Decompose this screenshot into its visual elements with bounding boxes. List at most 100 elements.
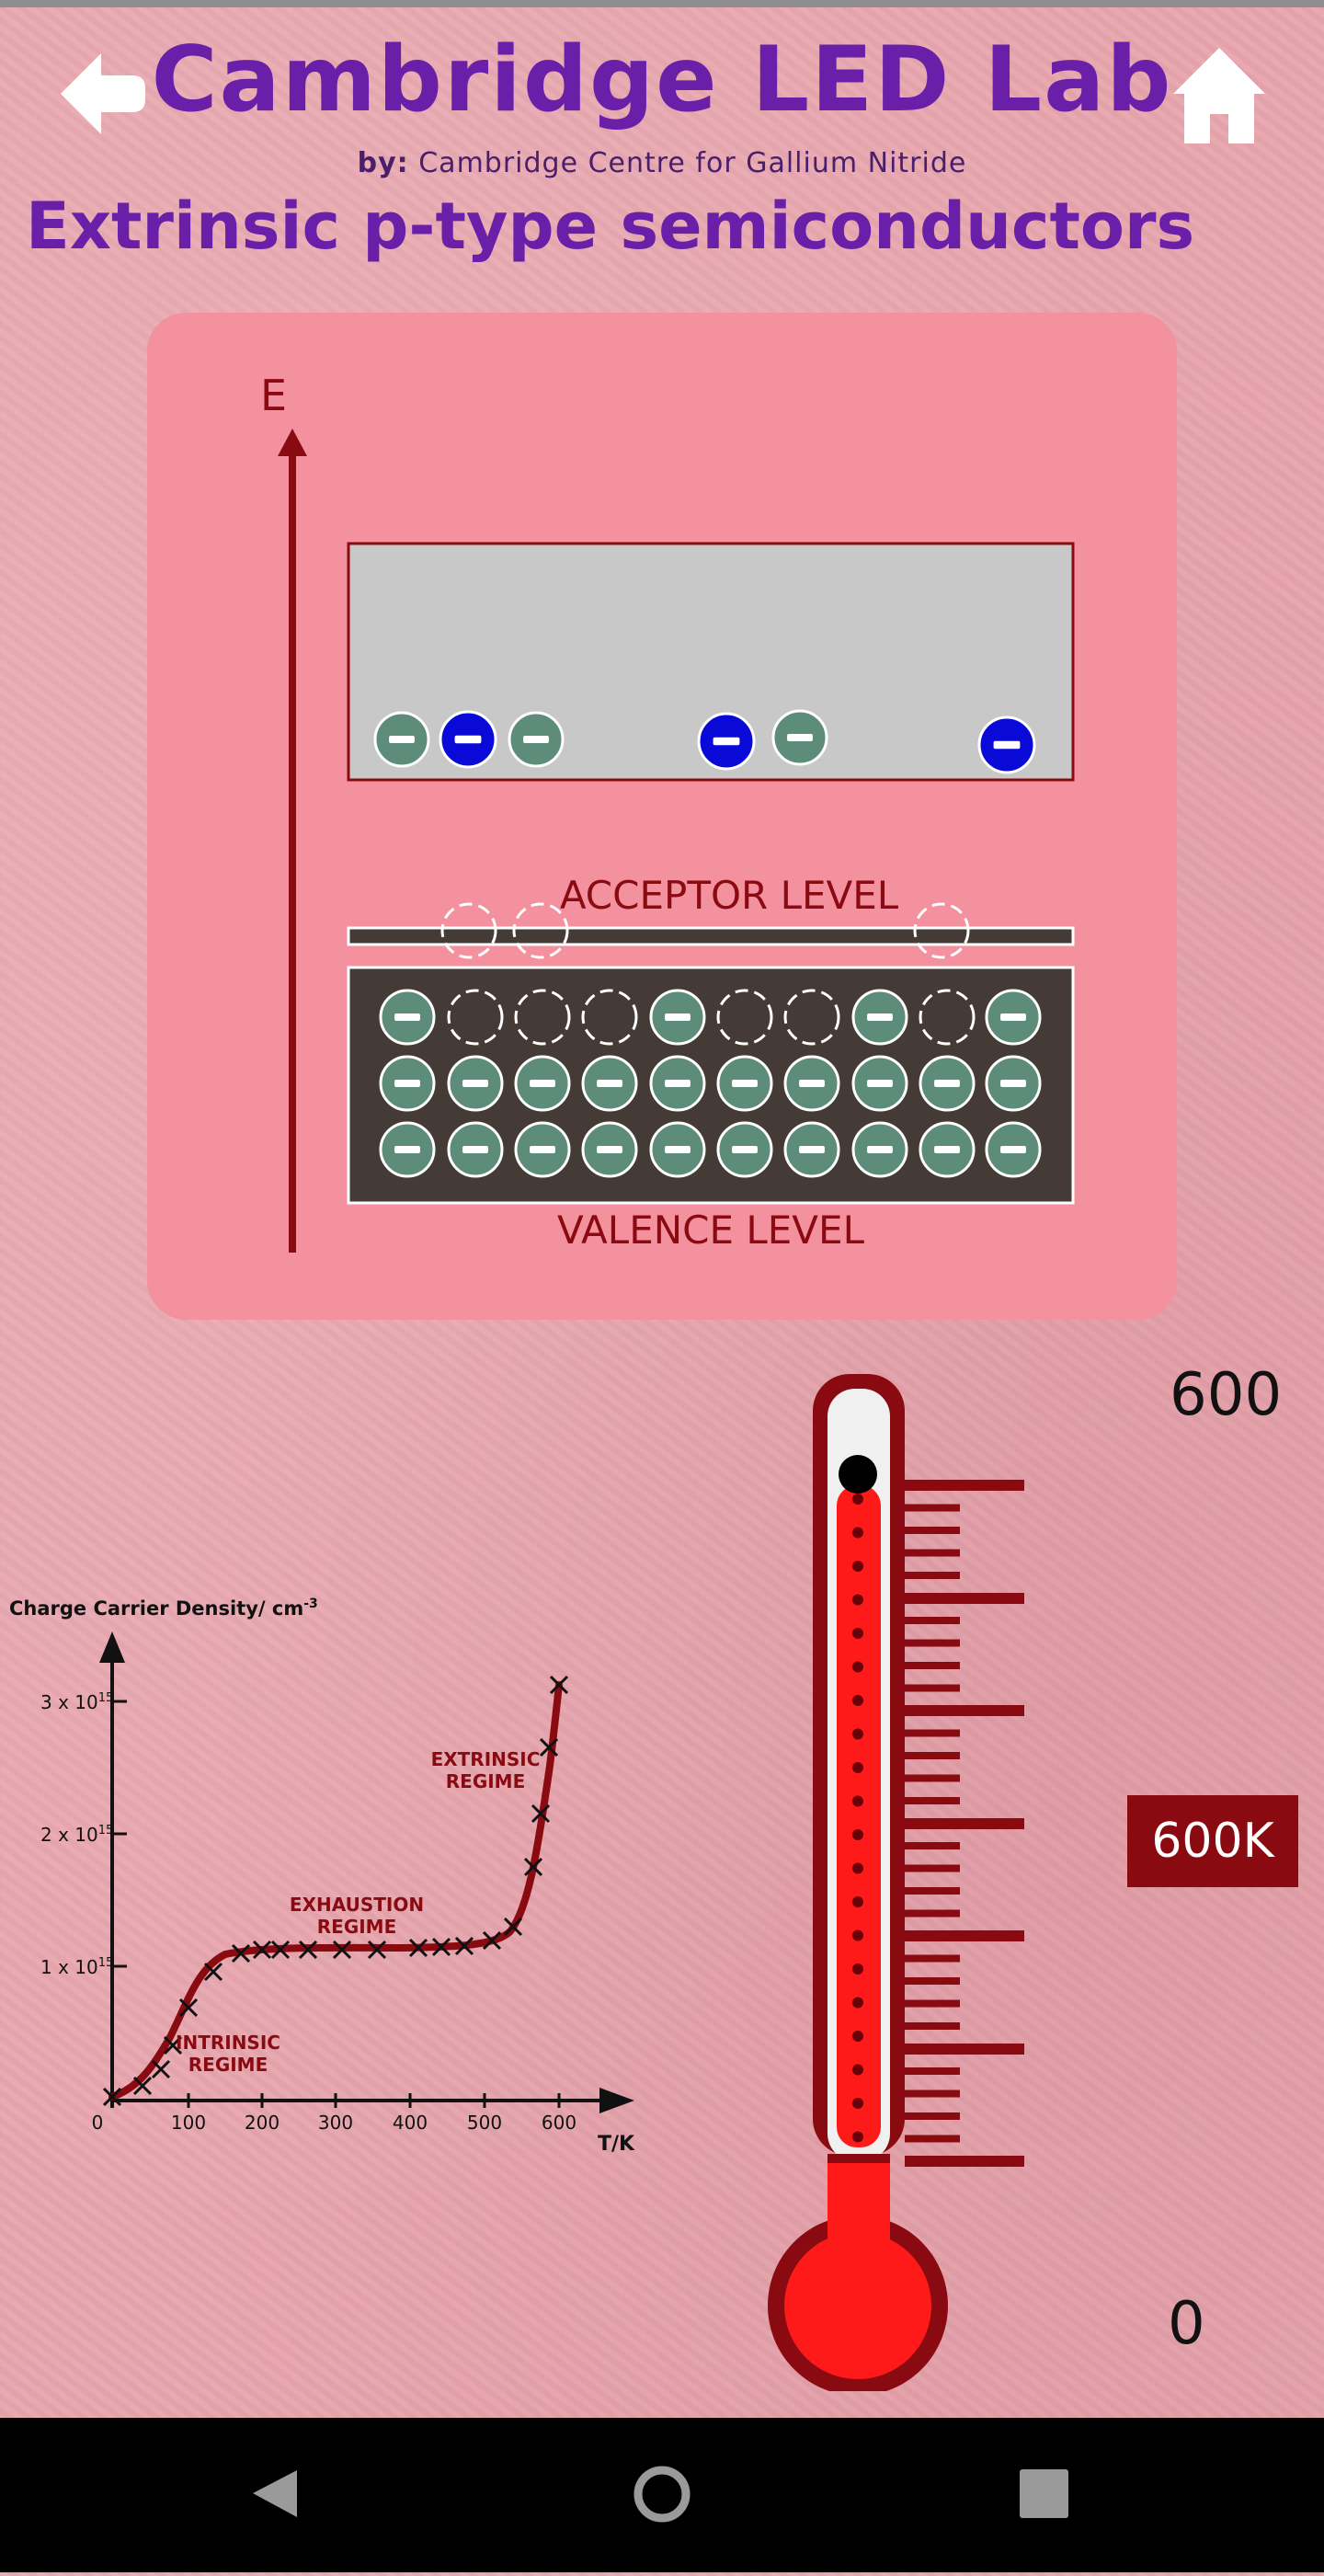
regime-label: INTRINSIC — [176, 2032, 280, 2054]
thermometer-minor-tick — [905, 1527, 960, 1534]
nav-recents-icon[interactable] — [1020, 2469, 1068, 2518]
thermometer-minor-tick — [905, 1549, 960, 1557]
thermometer-minor-tick — [905, 1572, 960, 1579]
graph-data-marker — [332, 1940, 352, 1960]
thermometer-minor-tick — [905, 1504, 960, 1512]
thermometer-dot — [852, 1594, 863, 1606]
thermometer-minor-tick — [905, 1864, 960, 1872]
thermometer-minor-tick — [905, 1977, 960, 1985]
graph-data-marker — [231, 1943, 251, 1963]
thermometer-minor-tick — [905, 1842, 960, 1849]
graph-data-marker — [178, 1998, 199, 2018]
regime-label: REGIME — [317, 1916, 396, 1938]
by-prefix: by: — [357, 147, 409, 179]
thermometer-neck — [828, 2161, 890, 2253]
thermometer-dot — [852, 1963, 863, 1975]
thermometer-minor-tick — [905, 1684, 960, 1692]
graph-data-marker — [203, 1962, 223, 1982]
thermometer-mercury — [837, 1485, 881, 2147]
carrier-density-curve — [108, 1681, 563, 2101]
thermometer-minor-tick — [905, 1729, 960, 1737]
band-diagram: E ACCEPTOR LEVEL VALENCE LEVEL — [260, 371, 1075, 1253]
thermometer-dot — [852, 1795, 863, 1807]
thermometer-dot — [852, 1561, 863, 1572]
carrier-density-graph: Charge Carrier Density/ cm-3 T/K 1 x 101… — [9, 1597, 635, 2156]
thermometer-dot — [852, 2098, 863, 2109]
valence-hole — [447, 989, 504, 1046]
regime-label: EXHAUSTION — [290, 1894, 424, 1916]
graph-y-label: Charge Carrier Density/ cm-3 — [9, 1597, 318, 1620]
nav-home-icon[interactable] — [633, 2466, 691, 2523]
thermometer-minor-tick — [905, 1909, 960, 1918]
conduction-electron — [373, 711, 430, 768]
graph-data-marker — [523, 1857, 543, 1877]
thermometer-minor-tick — [905, 1774, 960, 1782]
graph-data-marker — [151, 2059, 171, 2079]
free-electron — [697, 712, 756, 771]
subtitle-text: Cambridge Centre for Gallium Nitride — [418, 147, 967, 179]
graph-y-tick-label: 1 x 1015 — [40, 1956, 113, 1978]
valence-electron — [649, 1121, 706, 1178]
graph-x-tick-label: 500 — [467, 2112, 502, 2134]
graph-y-tick-label: 2 x 1015 — [40, 1824, 113, 1846]
valence-electron — [514, 1055, 571, 1112]
graph-data-marker — [549, 1675, 569, 1695]
thermometer-minor-tick — [905, 1954, 960, 1963]
valence-electron — [649, 1055, 706, 1112]
valence-electron — [581, 1055, 638, 1112]
graph-data-marker — [454, 1936, 474, 1956]
thermometer[interactable] — [754, 1361, 1048, 2391]
thermometer-minor-tick — [905, 1594, 960, 1602]
valence-electron — [716, 1055, 773, 1112]
thermometer-dot — [852, 2131, 863, 2143]
valence-electron — [783, 1055, 840, 1112]
energy-axis-arrow — [278, 429, 307, 456]
graph-data-marker — [539, 1737, 559, 1757]
free-electron — [977, 716, 1036, 774]
graph-data-marker — [482, 1930, 502, 1951]
valence-electron — [985, 1121, 1042, 1178]
valence-electron — [985, 989, 1042, 1046]
graph-data-marker — [503, 1917, 523, 1937]
thermometer-dot — [852, 1896, 863, 1907]
thermometer-minor-tick — [905, 2067, 960, 2075]
thermometer-dot — [852, 1661, 863, 1673]
thermometer-dot — [852, 1695, 863, 1706]
valence-hole — [783, 989, 840, 1046]
thermometer-minor-tick — [905, 1887, 960, 1895]
thermometer-minor-tick — [905, 1482, 960, 1489]
thermometer-minor-tick — [905, 1999, 960, 2008]
valence-electron — [985, 1055, 1042, 1112]
valence-electron — [851, 1055, 908, 1112]
thermometer-slider-knob[interactable] — [839, 1455, 877, 1494]
valence-electron — [379, 989, 436, 1046]
thermometer-dot — [852, 1762, 863, 1773]
regime-label: EXTRINSIC — [431, 1748, 541, 1770]
nav-back-icon[interactable] — [253, 2470, 297, 2517]
valence-electron — [447, 1055, 504, 1112]
acceptor-level — [347, 926, 1075, 946]
system-nav-bar — [0, 2418, 1324, 2572]
thermometer-minor-tick — [905, 2089, 960, 2098]
valence-electron — [447, 1121, 504, 1178]
graph-data-marker — [298, 1940, 318, 1960]
app-title: Cambridge LED Lab — [151, 28, 1173, 132]
thermometer-neck-rim — [828, 2154, 890, 2163]
graph-data-marker — [408, 1938, 428, 1958]
graph-data-marker — [367, 1940, 387, 1960]
thermometer-minor-tick — [905, 1752, 960, 1759]
regime-label: REGIME — [446, 1770, 525, 1792]
status-strip — [0, 0, 1324, 7]
back-arrow-icon[interactable] — [57, 48, 149, 140]
valence-level-label: VALENCE LEVEL — [557, 1208, 865, 1253]
free-electron — [439, 710, 497, 769]
graph-x-tick-label: 600 — [542, 2112, 576, 2134]
thermometer-minor-tick — [905, 2158, 960, 2165]
thermometer-minor-tick — [905, 1662, 960, 1669]
graph-y-axis-arrow — [99, 1631, 125, 1663]
home-icon[interactable] — [1171, 44, 1267, 147]
graph-x-tick-label: 0 — [92, 2112, 104, 2134]
thermometer-dot — [852, 1829, 863, 1840]
graph-data-marker — [531, 1803, 551, 1824]
valence-hole — [919, 989, 976, 1046]
